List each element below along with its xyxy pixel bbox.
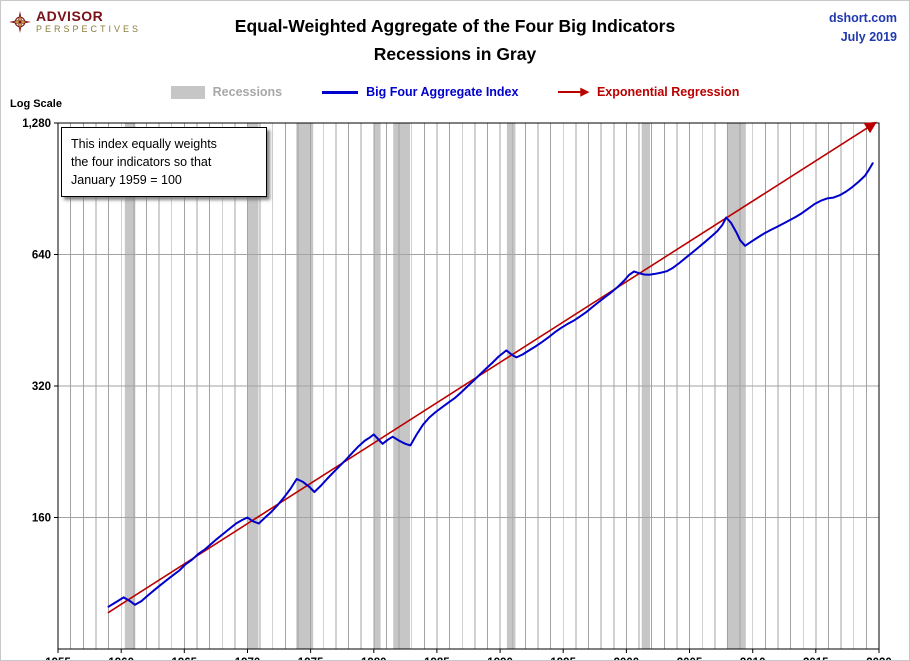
legend-aggregate-label: Big Four Aggregate Index bbox=[366, 85, 519, 99]
x-tick-label: 1970 bbox=[235, 657, 261, 661]
x-tick-label: 2000 bbox=[614, 657, 640, 661]
x-tick-label: 1980 bbox=[361, 657, 387, 661]
arrow-right-icon: ▶ bbox=[580, 85, 589, 98]
y-tick-label: 640 bbox=[32, 250, 51, 262]
x-tick-label: 1955 bbox=[45, 657, 71, 661]
x-tick-label: 1990 bbox=[487, 657, 513, 661]
x-tick-label: 1965 bbox=[172, 657, 198, 661]
log-scale-label: Log Scale bbox=[10, 98, 62, 110]
annotation-line3: January 1959 = 100 bbox=[71, 173, 182, 188]
chart-title-line2: Recessions in Gray bbox=[373, 44, 537, 64]
annotation-line2: the four indicators so that bbox=[71, 155, 212, 170]
legend-regression-label: Exponential Regression bbox=[596, 85, 740, 99]
regression-line bbox=[107, 121, 877, 614]
chart-title: Equal-Weighted Aggregate of the Four Big… bbox=[1, 12, 909, 68]
source-attribution: dshort.com July 2019 bbox=[829, 9, 897, 48]
x-tick-label: 2010 bbox=[740, 657, 766, 661]
regression-line-swatch: ▶ bbox=[558, 85, 589, 98]
x-tick-label: 2020 bbox=[866, 657, 892, 661]
advisor-perspectives-logo: ADVISOR PERSPECTIVES bbox=[9, 8, 142, 35]
source-site: dshort.com bbox=[828, 11, 897, 25]
source-date: July 2019 bbox=[840, 30, 897, 45]
chart-legend: Recessions Big Four Aggregate Index ▶ Ex… bbox=[1, 85, 909, 99]
x-tick-label: 2005 bbox=[677, 657, 703, 661]
logo-line1: ADVISOR bbox=[36, 8, 104, 24]
x-tick-label: 1995 bbox=[550, 657, 576, 661]
legend-item-regression: ▶ Exponential Regression bbox=[558, 85, 739, 99]
y-tick-label: 320 bbox=[32, 381, 51, 393]
legend-recessions-label: Recessions bbox=[212, 85, 283, 99]
legend-item-recessions: Recessions bbox=[170, 85, 283, 99]
x-tick-label: 1960 bbox=[108, 657, 134, 661]
aggregate-line bbox=[107, 162, 874, 608]
x-tick-label: 1985 bbox=[424, 657, 450, 661]
index-annotation-box: This index equally weights the four indi… bbox=[61, 127, 267, 198]
y-tick-label: 160 bbox=[32, 513, 51, 525]
logo-text: ADVISOR PERSPECTIVES bbox=[36, 8, 142, 35]
y-tick-label: 1,280 bbox=[22, 118, 51, 130]
legend-item-aggregate: Big Four Aggregate Index bbox=[322, 85, 518, 99]
logo-line2: PERSPECTIVES bbox=[36, 24, 142, 35]
recession-swatch bbox=[170, 85, 205, 99]
annotation-line1: This index equally weights bbox=[71, 137, 217, 151]
chart-title-line1: Equal-Weighted Aggregate of the Four Big… bbox=[234, 16, 676, 36]
x-tick-label: 2015 bbox=[803, 657, 829, 661]
x-tick-label: 1975 bbox=[298, 657, 324, 661]
aggregate-line-swatch bbox=[322, 90, 359, 94]
compass-icon bbox=[9, 11, 31, 34]
